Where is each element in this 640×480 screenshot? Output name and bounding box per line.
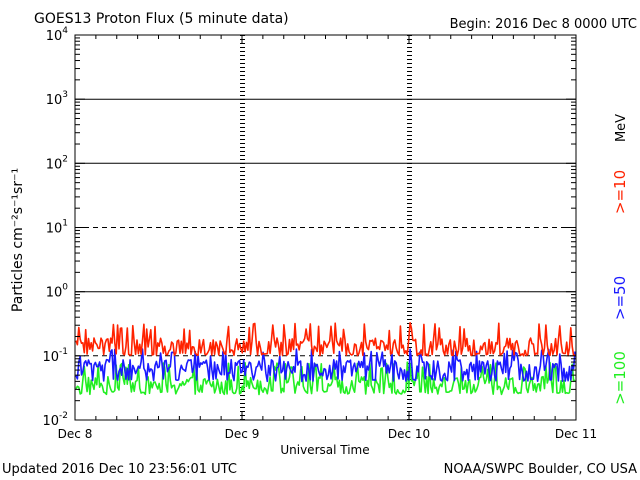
y-tick-label: 101 [46, 219, 68, 237]
y-axis-label: Particles cm⁻²s⁻¹sr⁻¹ [10, 168, 26, 312]
series-line [75, 361, 576, 396]
y-tick-label: 10-1 [42, 347, 68, 365]
y-tick-label: 10-2 [42, 411, 68, 429]
x-tick-label: Dec 8 [58, 427, 93, 441]
legend-item: >=100 [611, 351, 629, 405]
reference-lines [75, 98, 576, 357]
y-tick-label: 103 [46, 90, 68, 108]
begin-label: Begin: 2016 Dec 8 0000 UTC [450, 17, 637, 32]
legend-item: >=50 [611, 276, 629, 320]
data-series [75, 321, 576, 396]
y-tick-label: 102 [46, 154, 68, 172]
x-tick-label: Dec 9 [225, 427, 260, 441]
y-axis-ticks: 104 103 102 101 100 10-1 10-2 [42, 26, 576, 429]
x-axis-ticks: Dec 8 Dec 9 Dec 10 Dec 11 [58, 35, 597, 441]
legend-unit: MeV [614, 114, 629, 142]
credit-label: NOAA/SWPC Boulder, CO USA [444, 462, 637, 477]
y-tick-label: 100 [46, 283, 69, 301]
series-line [75, 321, 576, 357]
x-tick-label: Dec 10 [388, 427, 430, 441]
legend: MeV >=10 >=50 >=100 [611, 114, 629, 405]
legend-item: >=10 [611, 170, 629, 214]
series-line [75, 348, 576, 383]
x-axis-label: Universal Time [280, 443, 369, 457]
chart-title: GOES13 Proton Flux (5 minute data) [34, 11, 289, 27]
y-tick-label: 104 [46, 26, 69, 44]
updated-label: Updated 2016 Dec 10 23:56:01 UTC [2, 462, 237, 477]
x-tick-label: Dec 11 [555, 427, 597, 441]
